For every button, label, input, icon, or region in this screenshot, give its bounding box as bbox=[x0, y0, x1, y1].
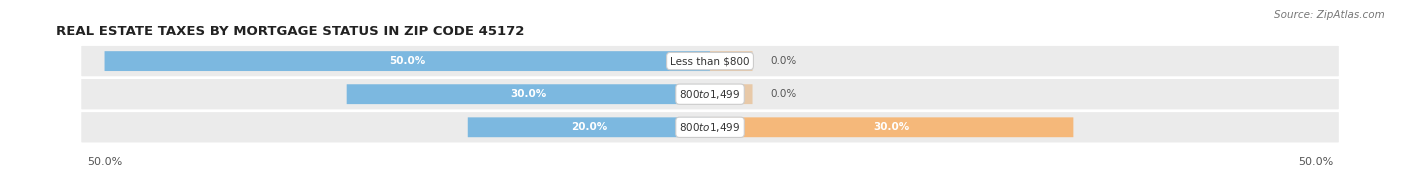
Text: REAL ESTATE TAXES BY MORTGAGE STATUS IN ZIP CODE 45172: REAL ESTATE TAXES BY MORTGAGE STATUS IN … bbox=[56, 25, 524, 38]
FancyBboxPatch shape bbox=[80, 111, 1340, 144]
FancyBboxPatch shape bbox=[80, 45, 1340, 77]
Text: $800 to $1,499: $800 to $1,499 bbox=[679, 121, 741, 134]
FancyBboxPatch shape bbox=[710, 84, 752, 104]
FancyBboxPatch shape bbox=[104, 51, 710, 71]
FancyBboxPatch shape bbox=[710, 117, 1073, 137]
Text: 0.0%: 0.0% bbox=[770, 89, 797, 99]
Text: 30.0%: 30.0% bbox=[873, 122, 910, 132]
Text: 30.0%: 30.0% bbox=[510, 89, 547, 99]
Text: 20.0%: 20.0% bbox=[571, 122, 607, 132]
FancyBboxPatch shape bbox=[347, 84, 710, 104]
Text: $800 to $1,499: $800 to $1,499 bbox=[679, 88, 741, 101]
FancyBboxPatch shape bbox=[710, 51, 752, 71]
Text: Source: ZipAtlas.com: Source: ZipAtlas.com bbox=[1274, 10, 1385, 20]
Text: 0.0%: 0.0% bbox=[770, 56, 797, 66]
FancyBboxPatch shape bbox=[80, 78, 1340, 110]
Text: 50.0%: 50.0% bbox=[389, 56, 426, 66]
Text: Less than $800: Less than $800 bbox=[671, 56, 749, 66]
FancyBboxPatch shape bbox=[468, 117, 710, 137]
